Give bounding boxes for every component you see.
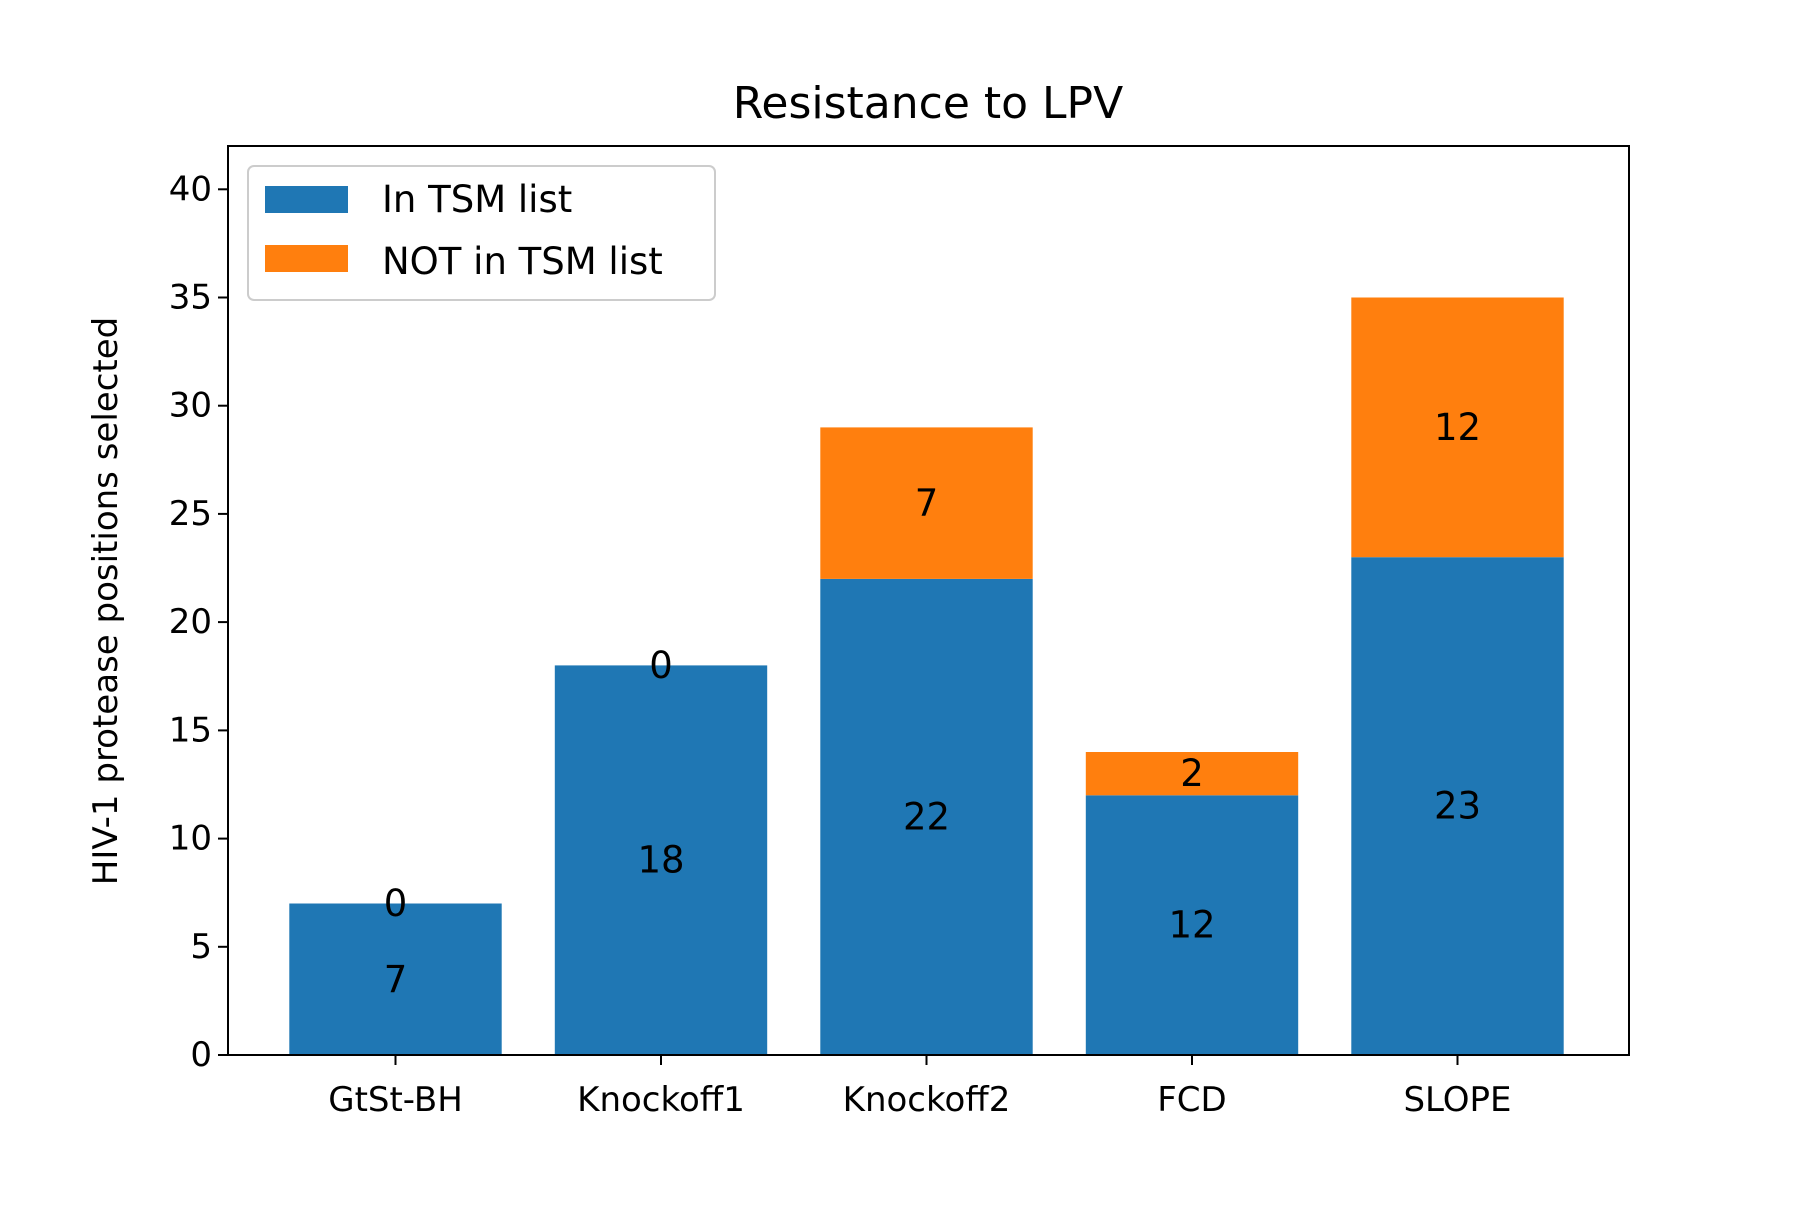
legend-label-not-in-tsm: NOT in TSM list bbox=[382, 240, 663, 283]
data-label-in-tsm-list-gtst-bh: 7 bbox=[384, 958, 408, 1001]
bar-not-in-tsm-list-fcd bbox=[1085, 752, 1299, 796]
y-tick-label-15: 15 bbox=[169, 710, 212, 750]
y-tick-label-25: 25 bbox=[169, 494, 212, 534]
bar-in-tsm-list-fcd bbox=[1085, 795, 1299, 1055]
legend-swatch-not-in-tsm bbox=[265, 245, 348, 272]
data-label-not-in-tsm-list-slope: 12 bbox=[1434, 406, 1481, 449]
y-tick-label-35: 35 bbox=[169, 278, 212, 318]
plot-frame bbox=[227, 145, 1630, 1056]
bar-not-in-tsm-list-knockoff2 bbox=[820, 427, 1033, 579]
bars-layer bbox=[289, 297, 1564, 1055]
y-axis: 0 5 10 15 20 25 30 35 40 bbox=[169, 169, 228, 1075]
legend-box bbox=[247, 165, 716, 301]
x-tick-label-fcd: FCD bbox=[1157, 1080, 1226, 1120]
data-label-in-tsm-list-fcd: 12 bbox=[1168, 904, 1215, 947]
y-tick-label-10: 10 bbox=[169, 819, 212, 859]
data-label-not-in-tsm-list-gtst-bh: 0 bbox=[384, 882, 408, 925]
bar-in-tsm-list-gtst-bh bbox=[289, 903, 502, 1055]
x-tick-label-knockoff2: Knockoff2 bbox=[843, 1080, 1011, 1120]
data-label-in-tsm-list-slope: 23 bbox=[1434, 785, 1481, 828]
data-label-not-in-tsm-list-fcd: 2 bbox=[1180, 752, 1204, 795]
y-axis-label: HIV-1 protease positions selected bbox=[86, 317, 126, 885]
data-label-in-tsm-list-knockoff2: 22 bbox=[903, 795, 950, 838]
bar-in-tsm-list-knockoff1 bbox=[554, 665, 768, 1055]
x-tick-label-gtst-bh: GtSt-BH bbox=[328, 1080, 463, 1120]
legend: In TSM list NOT in TSM list bbox=[247, 165, 716, 301]
x-tick-label-slope: SLOPE bbox=[1403, 1080, 1511, 1120]
data-label-not-in-tsm-list-knockoff2: 7 bbox=[915, 482, 939, 525]
bar-in-tsm-list-knockoff2 bbox=[820, 578, 1033, 1055]
x-axis: GtSt-BH Knockoff1 Knockoff2 FCD SLOPE bbox=[328, 1055, 1512, 1120]
y-tick-label-40: 40 bbox=[169, 169, 212, 209]
y-tick-label-0: 0 bbox=[190, 1035, 212, 1075]
bar-in-tsm-list-slope bbox=[1351, 557, 1564, 1055]
chart-title: Resistance to LPV bbox=[733, 78, 1123, 129]
legend-label-in-tsm: In TSM list bbox=[382, 178, 572, 221]
x-tick-label-knockoff1: Knockoff1 bbox=[577, 1080, 745, 1120]
y-tick-label-20: 20 bbox=[169, 602, 212, 642]
data-label-in-tsm-list-knockoff1: 18 bbox=[637, 839, 684, 882]
data-labels-layer: 7 0 18 0 22 7 12 2 23 12 bbox=[384, 406, 1481, 1001]
bar-not-in-tsm-list-slope bbox=[1351, 297, 1564, 558]
y-tick-label-5: 5 bbox=[190, 927, 212, 967]
data-label-not-in-tsm-list-knockoff1: 0 bbox=[649, 644, 673, 687]
legend-swatch-in-tsm bbox=[265, 186, 348, 213]
y-tick-label-30: 30 bbox=[169, 386, 212, 426]
